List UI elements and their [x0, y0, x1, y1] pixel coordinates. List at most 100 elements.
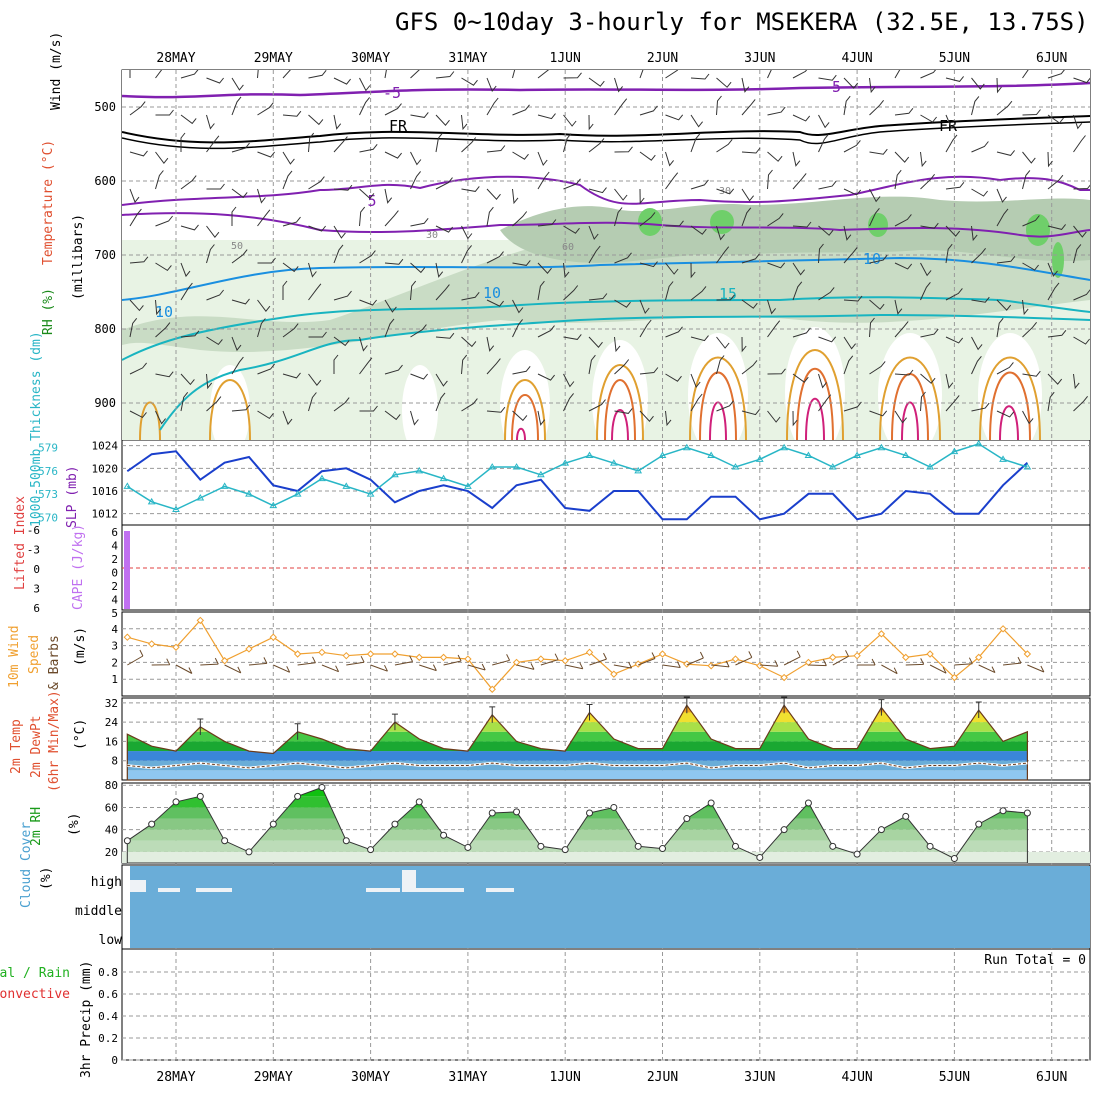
wind-barb	[767, 151, 783, 162]
cape-tick: 2	[111, 553, 118, 566]
wind-barb	[129, 410, 147, 419]
thickness-point	[220, 482, 229, 489]
ylabel-wind-unit: (m/s)	[73, 627, 88, 666]
thickness-point	[804, 451, 813, 458]
precip-tick: 0.2	[98, 1032, 118, 1045]
wind-barb	[129, 317, 138, 338]
wind-barb	[512, 319, 523, 338]
wind-barb	[537, 171, 550, 190]
wind-barb	[512, 299, 524, 314]
wind-barb	[1073, 225, 1087, 238]
temp-band	[127, 712, 1028, 723]
cloud-level-label: middle	[75, 904, 122, 919]
rh2m-point	[829, 842, 837, 850]
wind-barb	[894, 70, 901, 79]
wind-barb	[818, 394, 832, 412]
wind-barb	[792, 221, 812, 228]
contour-label: 5	[367, 192, 376, 210]
date-label-bottom: 5JUN	[939, 1070, 970, 1085]
wind-barb	[767, 410, 781, 423]
temp-bands	[127, 705, 1028, 780]
wind-barb	[945, 243, 953, 264]
wind-barb	[333, 225, 346, 239]
wind-barb	[206, 396, 222, 412]
wind-barb	[639, 188, 645, 205]
wind-barb	[894, 169, 902, 190]
wind-barb	[920, 391, 926, 412]
wind-barb	[282, 110, 302, 117]
wind-barb	[155, 371, 174, 378]
wind-speed-point	[391, 650, 399, 658]
wind-barb	[1047, 114, 1064, 124]
contour-label: 60	[562, 242, 574, 253]
wind-barb	[767, 299, 776, 315]
wind-barb	[920, 151, 927, 168]
wind-barb	[1073, 114, 1083, 130]
wind-speed-point	[926, 650, 934, 658]
date-label-top: 28MAY	[156, 51, 195, 66]
ylabel-wind: Wind (m/s)	[49, 32, 64, 110]
wind-barb	[410, 151, 422, 166]
wind-barb	[945, 76, 964, 82]
ylabel-cloud-cover: Cloud Cover	[19, 822, 34, 908]
pressure-tick: 900	[94, 396, 116, 410]
wind-barb	[180, 224, 199, 231]
ylabel-dewpt2m: 2m DewPt	[29, 715, 44, 778]
wind-barb	[410, 70, 420, 79]
wind-barb	[665, 114, 684, 121]
wind-barb	[129, 150, 148, 157]
rh2m-point	[707, 799, 715, 807]
thickness-point	[439, 474, 448, 482]
wind-speed-point	[318, 648, 326, 657]
wind-barb	[461, 398, 478, 412]
rh-band	[127, 840, 1028, 852]
wind-barb	[231, 298, 250, 305]
wind-barb	[1022, 410, 1034, 425]
wind-barb	[894, 151, 910, 163]
wind-barb	[206, 225, 220, 239]
ylabel-convective: Convective	[0, 987, 70, 1002]
contour-label: 10	[483, 284, 501, 302]
wind-barb	[257, 410, 274, 420]
wind-barb	[818, 287, 835, 301]
wind-barb	[1073, 336, 1090, 345]
wind-barb	[129, 208, 142, 227]
wind-barb	[563, 178, 581, 190]
wind-barb	[894, 410, 907, 424]
wind10m-barb	[759, 660, 779, 667]
wind-barb	[308, 283, 322, 301]
rh2m-point	[1023, 809, 1031, 817]
wind-barb	[486, 299, 504, 307]
wind-barb	[257, 299, 271, 313]
ylabel-total-rain: Total / Rain	[0, 966, 70, 981]
thickness-point	[828, 463, 837, 470]
wind-barb	[741, 336, 747, 353]
wind-barb	[971, 402, 990, 412]
wind-barb	[180, 373, 195, 386]
wind-barb	[792, 410, 798, 427]
slp-tick: 1020	[92, 462, 119, 475]
wind-barb	[257, 102, 274, 116]
pressure-tick: 700	[94, 248, 116, 262]
wind-speed-point	[731, 655, 740, 663]
wind-barb	[512, 104, 530, 116]
wind-barb	[792, 281, 803, 301]
precip-tick: 0.6	[98, 988, 118, 1001]
wind-barb	[945, 288, 963, 301]
wind-barb	[537, 262, 552, 274]
wind-barb	[410, 171, 421, 190]
wind-barb	[920, 373, 936, 384]
wind-barb	[588, 77, 605, 87]
wind-barb	[129, 70, 131, 78]
ylabel-wind-speed: Speed	[27, 635, 42, 674]
wind-barb	[486, 97, 499, 116]
thickness-point	[464, 482, 472, 489]
ylabel-rh: RH (%)	[41, 288, 56, 335]
wind-barb	[129, 101, 146, 116]
wind-barb	[1047, 151, 1053, 168]
wind-barb	[435, 132, 443, 153]
wind-barb	[639, 367, 659, 375]
ylabel-cape: CAPE (J/kg)	[71, 524, 86, 610]
wind-speed-point	[366, 650, 375, 658]
wind10m-barb	[419, 664, 437, 672]
